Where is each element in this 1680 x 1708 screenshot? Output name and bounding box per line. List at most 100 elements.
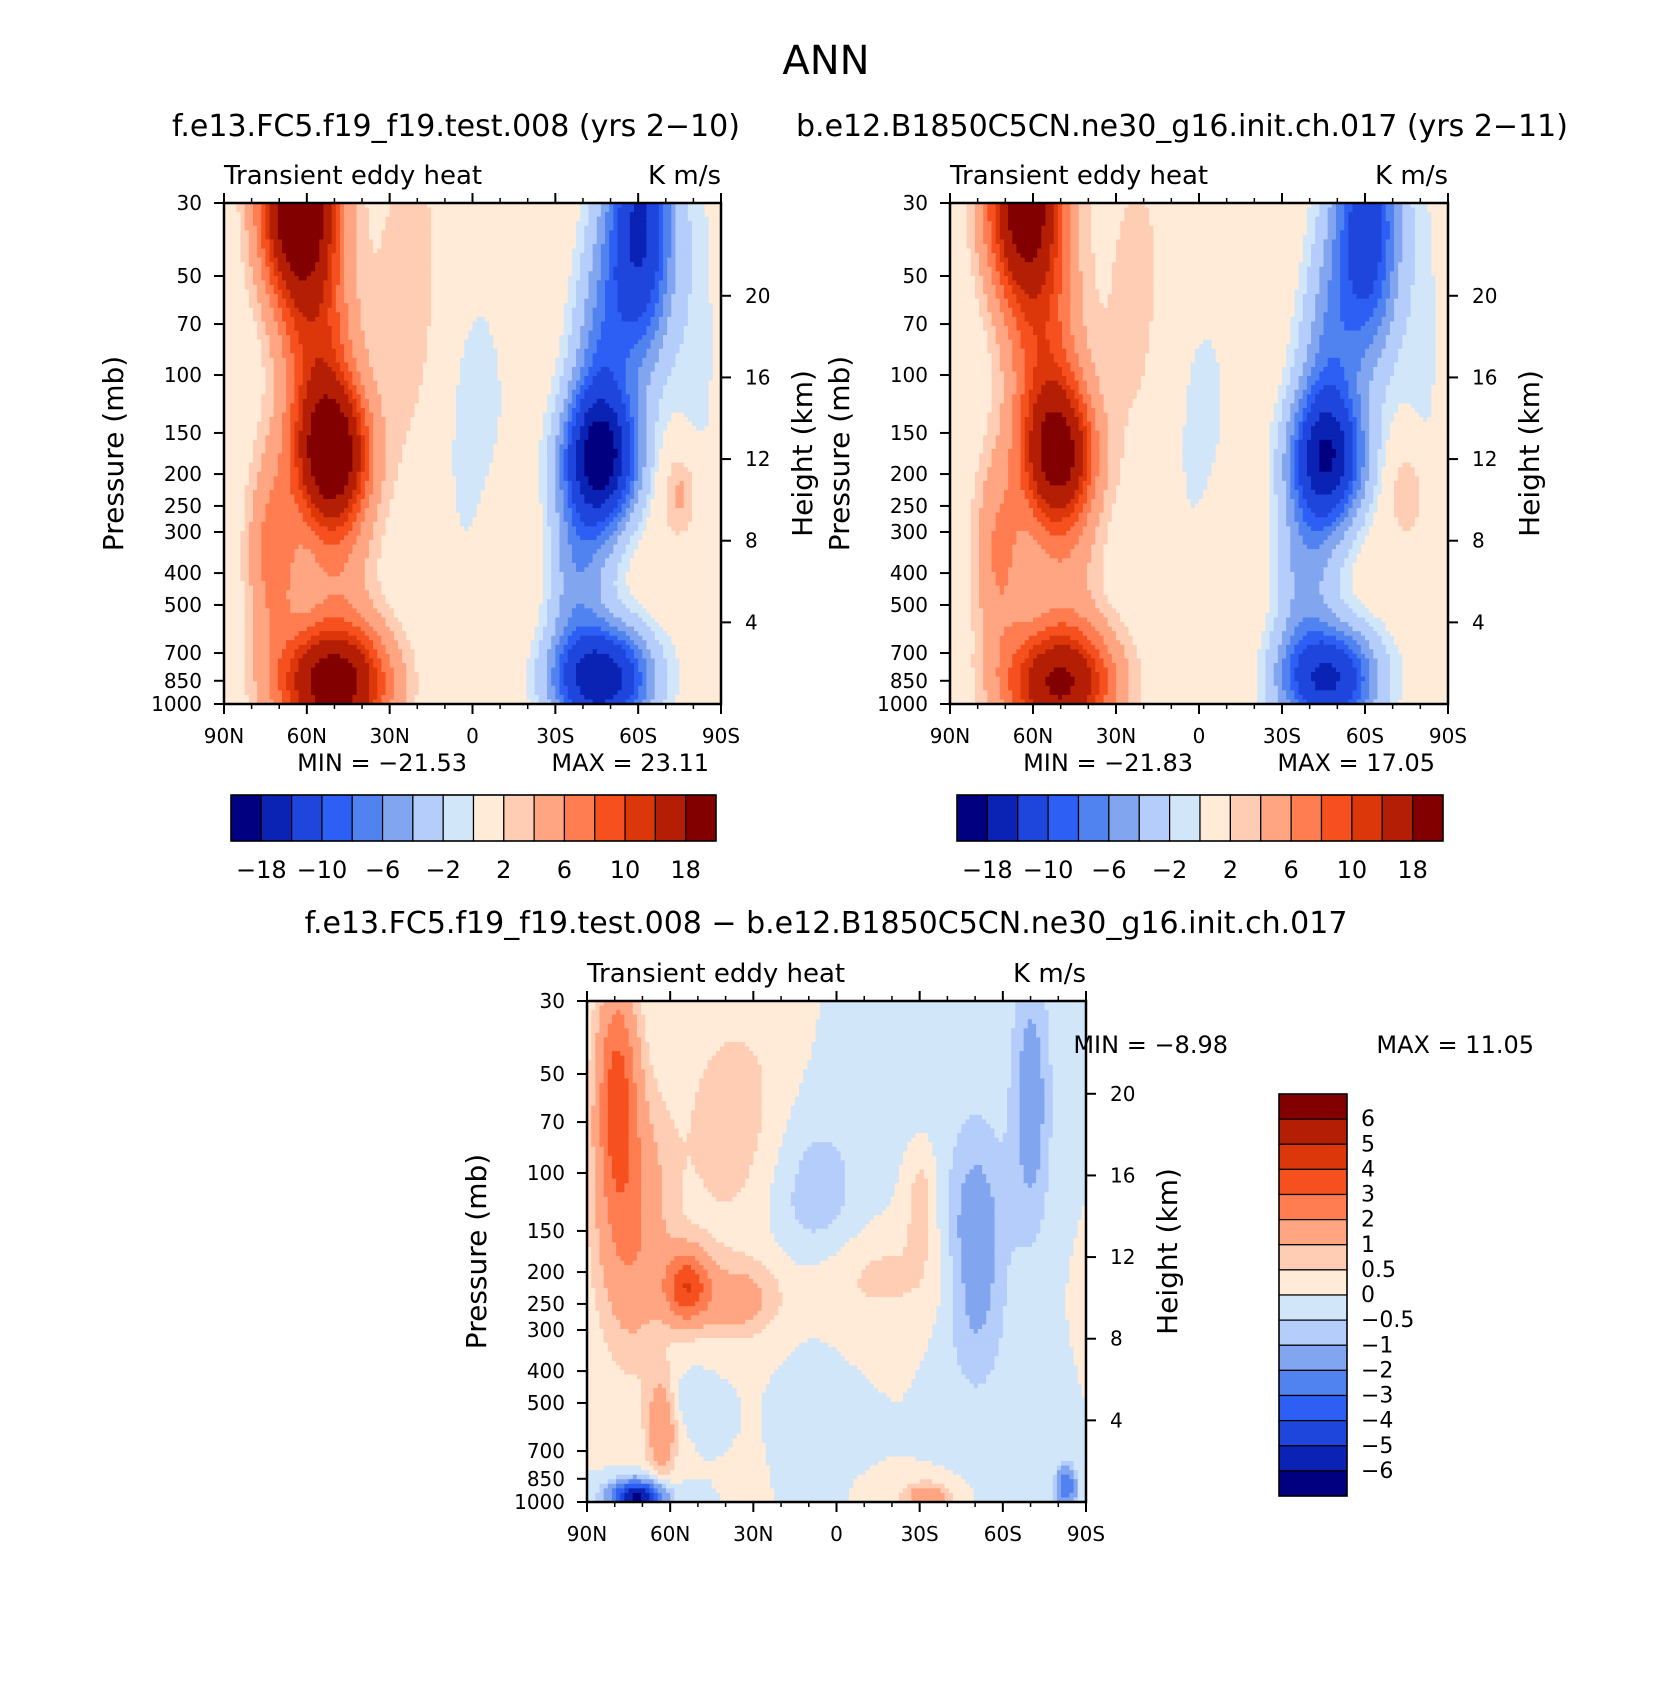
contour-cell [290, 576, 366, 582]
contour-cell [1294, 353, 1308, 359]
contour-cell [559, 385, 569, 391]
contour-cell [1012, 430, 1022, 436]
contour-cell [592, 312, 606, 318]
contour-cell [658, 266, 664, 272]
contour-cell [950, 403, 993, 409]
contour-cell [1394, 248, 1403, 254]
contour-cell [248, 571, 262, 578]
contour-cell [1219, 439, 1271, 445]
contour-cell [315, 362, 329, 368]
contour-cell [431, 303, 565, 309]
contour-cell [974, 243, 988, 250]
contour-cell [675, 530, 681, 537]
contour-cell [1389, 234, 1395, 241]
contour-cell [950, 376, 993, 382]
contour-cell [1302, 312, 1316, 318]
contour-cell [551, 412, 561, 418]
contour-cell [356, 262, 432, 268]
contour-cell [584, 230, 598, 236]
contour-cell [638, 453, 648, 459]
contour-cell [634, 203, 648, 209]
contour-cell [950, 316, 984, 323]
contour-cell [418, 672, 527, 678]
contour-cell [257, 476, 275, 482]
contour-cell [323, 280, 333, 286]
contour-cell [625, 412, 631, 418]
contour-cell [1107, 471, 1121, 477]
contour-cell [344, 216, 358, 222]
contour-cell [563, 321, 573, 327]
contour-cell [638, 644, 648, 650]
contour-cell [642, 653, 652, 660]
contour-cell [1024, 289, 1042, 295]
contour-cell [1394, 480, 1420, 486]
contour-cell [224, 521, 246, 527]
contour-cell [671, 303, 689, 309]
contour-cell [1062, 203, 1071, 209]
contour-cell [979, 307, 988, 313]
min-label: MIN = −21.53 [297, 749, 467, 777]
contour-cell [1435, 280, 1448, 286]
contour-cell [617, 567, 631, 573]
contour-cell [315, 503, 349, 509]
contour-cell [315, 357, 324, 363]
contour-cell [294, 444, 300, 450]
contour-cell [667, 672, 681, 678]
contour-cell [1389, 221, 1395, 227]
contour-cell [360, 453, 366, 459]
contour-cell [551, 571, 565, 578]
contour-cell [1062, 321, 1071, 327]
contour-cell [265, 289, 275, 295]
contour-cell [559, 599, 602, 605]
contour-cell [1082, 439, 1088, 445]
contour-cell [294, 685, 312, 691]
contour-cell [1319, 376, 1345, 382]
contour-cell [364, 644, 374, 650]
contour-cell [352, 389, 358, 395]
contour-cell [385, 462, 399, 468]
contour-cell [356, 230, 370, 236]
contour-cell [1008, 266, 1051, 272]
contour-cell [983, 494, 1005, 500]
contour-cell [621, 489, 631, 496]
contour-cell [385, 622, 403, 628]
contour-cell [621, 558, 631, 564]
contour-cell [1389, 280, 1399, 286]
contour-cell [397, 617, 540, 623]
contour-cell [638, 499, 648, 505]
contour-cell [323, 599, 349, 605]
contour-cell [224, 517, 246, 523]
contour-cell [1120, 480, 1188, 486]
contour-cell [1327, 289, 1341, 295]
contour-cell [979, 458, 993, 464]
contour-cell [501, 403, 548, 409]
contour-cell [538, 608, 548, 614]
contour-cell [991, 357, 1001, 363]
contour-cell [352, 494, 358, 500]
contour-cell [634, 462, 639, 468]
contour-cell [327, 321, 341, 327]
contour-cell [1062, 289, 1071, 295]
contour-cell [277, 266, 291, 272]
contour-cell [501, 398, 548, 404]
contour-cell [224, 398, 262, 404]
contour-cell [339, 362, 349, 368]
contour-cell [991, 243, 1001, 250]
contour-cell [373, 644, 387, 650]
contour-cell [1360, 362, 1379, 368]
contour-cell [1377, 494, 1395, 500]
contour-cell [950, 444, 984, 450]
contour-cell [356, 234, 370, 241]
contour-cell [1356, 512, 1366, 518]
contour-cell [269, 353, 283, 359]
contour-cell [381, 658, 391, 664]
contour-cell [576, 417, 585, 423]
contour-cell [1414, 407, 1432, 414]
contour-cell [389, 512, 461, 518]
contour-cell [1319, 467, 1333, 473]
contour-cell [327, 266, 333, 272]
contour-cell [1066, 348, 1076, 354]
contour-cell [1286, 439, 1291, 445]
contour-cell [244, 599, 254, 605]
contour-cell [261, 394, 275, 400]
